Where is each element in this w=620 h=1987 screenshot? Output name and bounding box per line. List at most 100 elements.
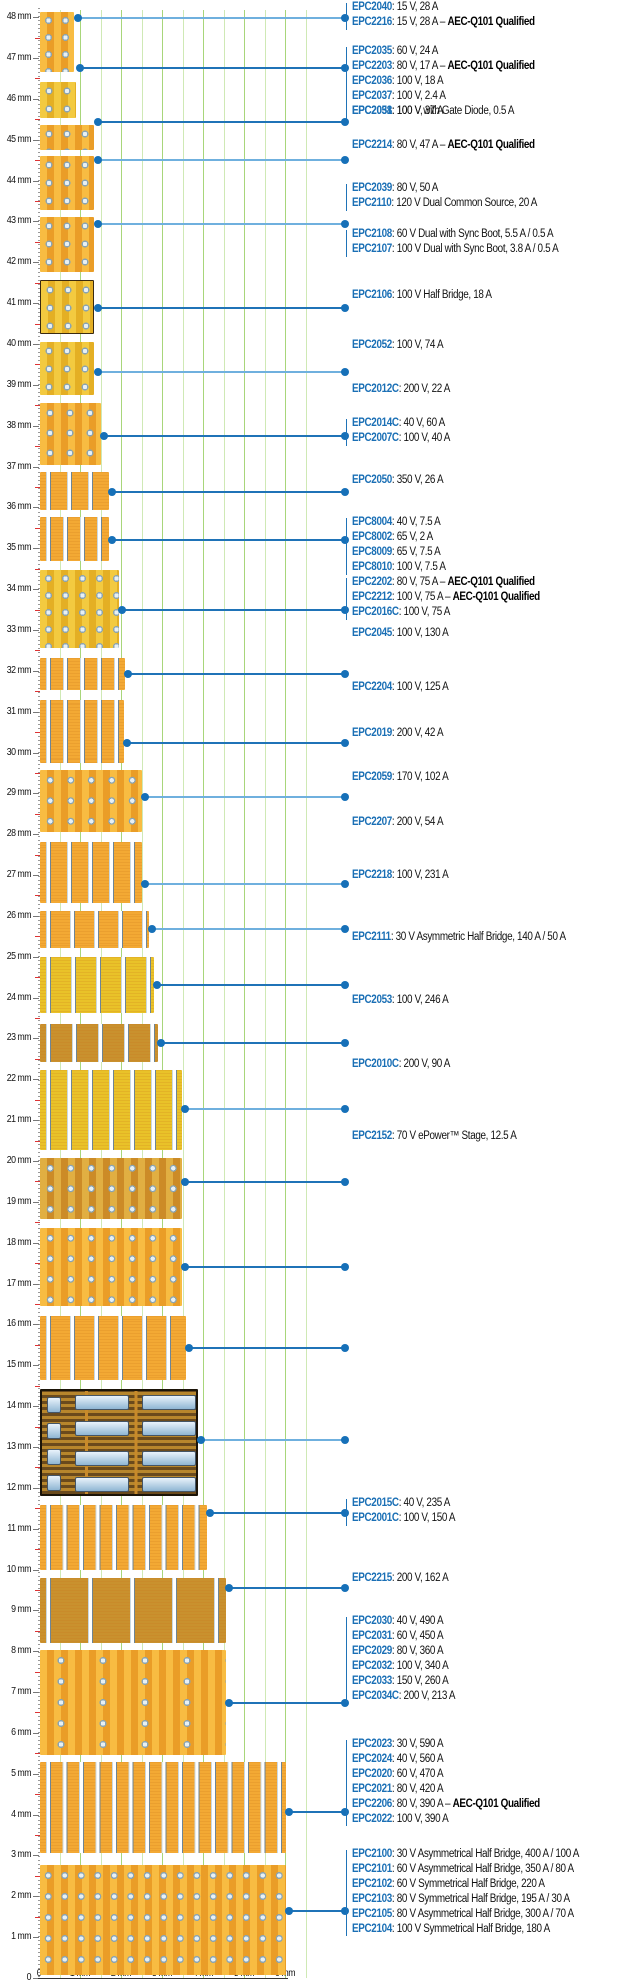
part-group-g11: EPC2050: 350 V, 26 A: [352, 473, 458, 488]
die-pad: [142, 1451, 196, 1466]
connector-line: [109, 539, 346, 541]
chip-anchor-dot: [285, 1808, 293, 1816]
y-tick-mark: [33, 58, 39, 60]
label-anchor-dot: [341, 1178, 349, 1186]
connector-line: [154, 984, 346, 986]
y-tick-label: 23 mm: [6, 1032, 32, 1044]
die-pad: [75, 1451, 129, 1466]
part-spec: : 70 V ePower™ Stage, 12.5 A: [391, 1130, 517, 1142]
part-number: EPC2019: [352, 727, 392, 739]
part-entry: EPC2030: 40 V, 490 A: [352, 1614, 455, 1629]
part-entry: EPC2214: 80 V, 47 A – AEC-Q101 Qualified: [352, 138, 535, 153]
y-tick-label: 4 mm: [11, 1808, 32, 1820]
part-entry: EPC2016C: 100 V, 75 A: [352, 605, 540, 620]
part-entry: EPC2216: 15 V, 28 A – AEC-Q101 Qualified: [352, 15, 535, 30]
part-group-g22: EPC2010C: 200 V, 90 A: [352, 1057, 466, 1072]
die-pad: [75, 1395, 129, 1410]
chip-anchor-dot: [225, 1699, 233, 1707]
part-entry: EPC2007C: 100 V, 40 A: [352, 431, 450, 446]
connector-line: [198, 1439, 346, 1441]
chip-anchor-dot: [285, 1907, 293, 1915]
y-tick-mark: [33, 915, 39, 917]
half-mm-tick: [35, 854, 40, 856]
y-tick-mark: [33, 834, 39, 836]
qualification-badge: AEC-Q101 Qualified: [447, 15, 535, 28]
part-entry: EPC2104: 100 V Symmetrical Half Bridge, …: [352, 1922, 579, 1937]
grid-line: [305, 10, 307, 1978]
part-group-g7: EPC2106: 100 V Half Bridge, 18 A: [352, 288, 514, 303]
y-tick-mark: [33, 1528, 39, 1530]
y-tick-mark: [33, 303, 39, 305]
part-number: EPC2035: [352, 45, 392, 57]
part-group-g2: EPC2035: 60 V, 24 A EPC2203: 80 V, 17 A –…: [352, 44, 564, 119]
y-tick-label: 11 mm: [7, 1522, 32, 1534]
connector-line: [182, 1108, 346, 1110]
part-group-g28: EPC2100: 30 V Asymmetrical Half Bridge, …: [352, 1847, 616, 1936]
part-number: EPC8004: [352, 516, 392, 528]
part-spec: : 100 V, 40 A: [398, 431, 451, 444]
grid-line: [285, 10, 286, 1978]
y-tick-mark: [33, 1365, 39, 1367]
y-tick-label: 30 mm: [6, 746, 32, 758]
part-spec: : 100 V, 18 A: [391, 74, 444, 87]
half-mm-tick: [35, 1630, 40, 1632]
part-spec: : 100 V Half Bridge, 18 A: [391, 289, 492, 301]
part-spec: : 100 V Symmetrical Half Bridge, 180 A: [391, 1922, 550, 1935]
part-entry: EPC8010: 100 V, 7.5 A: [352, 560, 446, 575]
part-group-g15: EPC2204: 100 V, 125 A: [352, 680, 464, 695]
y-tick-label: 22 mm: [6, 1073, 32, 1085]
part-entry: EPC2103: 80 V Symmetrical Half Bridge, 1…: [352, 1892, 579, 1907]
chip-anchor-dot: [197, 1436, 205, 1444]
y-tick-mark: [33, 98, 39, 100]
y-tick-label: 19 mm: [6, 1195, 32, 1207]
group-bracket: [346, 1850, 347, 1937]
part-entry: EPC2107: 100 V Dual with Sync Boot, 3.8 …: [352, 242, 559, 257]
y-tick-mark: [33, 711, 39, 713]
label-anchor-dot: [341, 1436, 349, 1444]
half-mm-tick: [35, 732, 40, 734]
y-tick-mark: [33, 1161, 39, 1162]
y-tick-mark: [33, 1855, 39, 1857]
part-spec: : 100 V, 246 A: [391, 994, 449, 1006]
chip-epc2052: [40, 403, 101, 465]
group-bracket: [346, 1740, 347, 1827]
chip-anchor-dot: [206, 1509, 214, 1517]
part-entry: EPC2108: 60 V Dual with Sync Boot, 5.5 A…: [352, 227, 558, 242]
y-tick-label: 45 mm: [6, 133, 32, 145]
y-tick-mark: [33, 1487, 39, 1489]
y-tick-label: 32 mm: [6, 664, 32, 676]
qualification-badge: AEC-Q101 Qualified: [447, 139, 535, 151]
part-entry: EPC2022: 100 V, 390 A: [352, 1812, 540, 1827]
chip-epc2207: [40, 1024, 158, 1062]
part-spec: : 60 V, 450 A: [391, 1629, 444, 1642]
die-pad: [142, 1477, 196, 1492]
part-entry: EPC2001C: 100 V, 150 A: [352, 1511, 456, 1526]
part-spec: : 200 V, 54 A: [391, 816, 444, 828]
label-anchor-dot: [341, 925, 349, 933]
y-tick-mark: [33, 752, 39, 754]
part-spec: : 80 V, 390 A –: [391, 1797, 453, 1810]
y-tick-label: 37 mm: [6, 460, 32, 472]
part-entry: EPC2038: 100 V with Gate Diode, 0.5 A: [352, 104, 535, 119]
connector-line: [95, 307, 346, 309]
part-number: EPC2107: [352, 242, 392, 255]
half-mm-tick: [35, 405, 40, 407]
part-spec: : 200 V, 22 A: [398, 383, 451, 395]
part-entry: EPC2206: 80 V, 390 A – AEC-Q101 Qualifie…: [352, 1797, 540, 1812]
part-entry: EPC8009: 65 V, 7.5 A: [352, 545, 446, 560]
chip-anchor-dot: [123, 739, 131, 747]
y-tick-label: 1 mm: [11, 1931, 32, 1943]
half-mm-tick: [35, 1467, 40, 1469]
chip-anchor-dot: [185, 1344, 193, 1352]
part-entry: EPC2106: 100 V Half Bridge, 18 A: [352, 288, 492, 303]
label-anchor-dot: [341, 220, 349, 228]
part-number: EPC2214: [352, 139, 392, 151]
die-pad: [75, 1477, 129, 1492]
connector-line: [149, 928, 346, 930]
die-pad: [75, 1421, 129, 1436]
y-tick-label: 36 mm: [6, 501, 32, 513]
part-entry: EPC2036: 100 V, 18 A: [352, 74, 535, 89]
part-entry: EPC2029: 80 V, 360 A: [352, 1644, 455, 1659]
chip-epc2215: [40, 1578, 226, 1643]
chip-epc2012c: [40, 472, 109, 510]
